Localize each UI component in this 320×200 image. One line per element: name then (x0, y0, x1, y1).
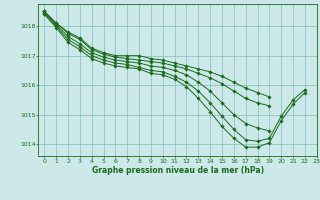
X-axis label: Graphe pression niveau de la mer (hPa): Graphe pression niveau de la mer (hPa) (92, 166, 264, 175)
